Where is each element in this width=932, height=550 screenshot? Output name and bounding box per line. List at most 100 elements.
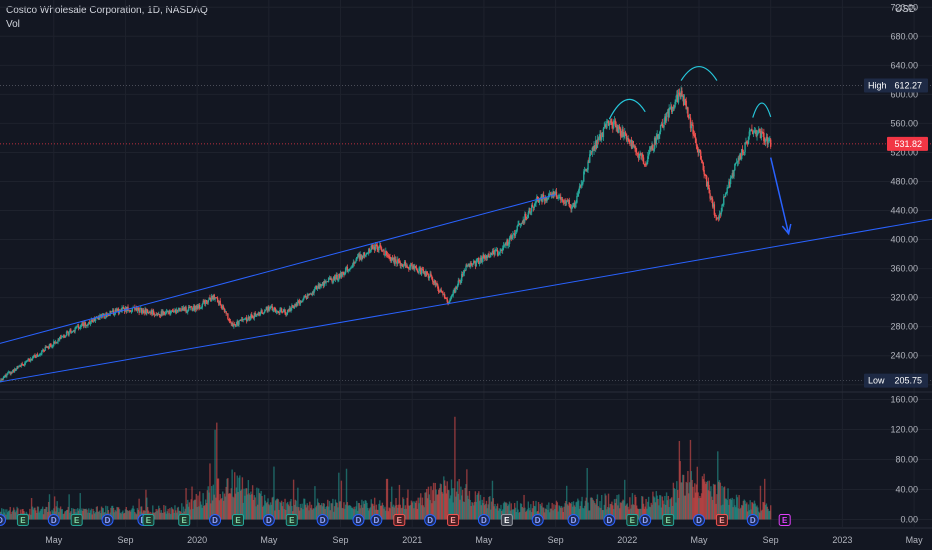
volume-bar — [437, 494, 439, 520]
head-arc[interactable] — [680, 65, 718, 81]
volume-bar — [209, 463, 211, 520]
volume-bar — [507, 506, 509, 520]
candle-body — [480, 257, 483, 263]
candle-body — [11, 372, 13, 373]
dividend-event-icon[interactable]: D — [693, 514, 705, 526]
candle-body — [344, 273, 346, 276]
candle-body — [713, 204, 716, 215]
dividend-event-icon[interactable]: D — [477, 514, 490, 526]
events-row[interactable]: DEDEDDEEDEDEDDDEDEDEDDDEDEDEDE — [0, 514, 791, 526]
volume-bar — [535, 500, 537, 520]
candle-body — [560, 199, 563, 200]
dividend-event-icon[interactable]: D — [370, 514, 383, 526]
volume-bar — [254, 497, 256, 520]
candle-body — [227, 313, 229, 319]
volume-bar — [445, 493, 448, 520]
dividend-event-icon[interactable]: D — [746, 514, 759, 526]
earnings-event-icon[interactable]: E — [70, 514, 83, 526]
volume-bar — [53, 508, 55, 520]
earnings-event-icon[interactable]: E — [447, 514, 460, 526]
drawings[interactable] — [0, 65, 932, 383]
volume-bar — [217, 478, 220, 520]
dividend-marker-label: D — [0, 516, 3, 525]
time-axis[interactable]: May Sep 2020 May Sep 2021 May Sep 2022 May Sep 2023… — [0, 527, 932, 545]
volume-bar — [516, 500, 518, 520]
dividend-event-icon[interactable]: D — [603, 514, 616, 526]
dividend-event-icon[interactable]: D — [567, 514, 580, 526]
earnings-event-icon[interactable]: E — [500, 514, 513, 526]
volume-bar — [253, 495, 256, 520]
volume-bar — [478, 491, 480, 520]
earnings-marker — [500, 514, 513, 526]
projection-arrowhead[interactable] — [781, 223, 792, 236]
candle-body — [339, 272, 342, 278]
earnings-marker — [778, 514, 791, 526]
candle-body — [614, 120, 617, 126]
time-tick-label: May — [260, 535, 278, 545]
earnings-event-icon[interactable]: E — [285, 514, 298, 526]
volume-bar — [410, 500, 413, 520]
candle-body — [723, 196, 725, 205]
dividend-event-icon[interactable]: D — [47, 514, 60, 526]
candle-body — [318, 284, 320, 289]
dividend-marker — [639, 514, 652, 526]
dividend-event-icon[interactable]: D — [639, 514, 652, 526]
candle-body — [705, 174, 707, 177]
volume-bar — [176, 507, 179, 520]
right-shoulder-arc[interactable] — [752, 102, 772, 118]
dividend-event-icon[interactable]: D — [262, 514, 275, 526]
earnings-event-icon[interactable]: E — [232, 514, 244, 526]
left-shoulder-arc[interactable] — [608, 99, 646, 120]
dividend-marker-label: D — [696, 516, 702, 525]
candle-body — [590, 151, 593, 153]
candle-body — [573, 203, 576, 208]
earnings-event-icon[interactable]: E — [715, 514, 728, 526]
candle-body — [558, 197, 560, 199]
volume-bar — [529, 510, 531, 520]
dividend-event-icon[interactable]: D — [352, 514, 365, 526]
earnings-event-icon[interactable]: E — [662, 514, 675, 526]
candle-body — [276, 311, 279, 312]
dividend-event-icon[interactable]: D — [424, 514, 437, 526]
candle-body — [311, 292, 314, 295]
dividend-event-icon[interactable]: D — [101, 514, 114, 526]
symbol-title[interactable]: Costco Wholesale Corporation, 1D, NASDAQ — [6, 5, 208, 16]
earnings-event-icon[interactable]: E — [178, 514, 191, 526]
candle-body — [601, 132, 604, 137]
candle-body — [70, 332, 73, 333]
earnings-event-icon[interactable]: E — [626, 514, 639, 526]
volume-bar — [655, 491, 658, 520]
projection-arrow[interactable] — [769, 157, 790, 234]
volume-indicator-label[interactable]: Vol — [6, 19, 20, 30]
volume-bar — [386, 478, 389, 520]
earnings-event-icon[interactable]: E — [393, 514, 406, 526]
volume-bar — [581, 496, 583, 520]
volume-bar — [602, 510, 605, 520]
channel-upper-line[interactable] — [0, 194, 556, 344]
dividend-event-icon[interactable]: D — [316, 514, 329, 526]
dividend-event-icon[interactable]: D — [531, 514, 544, 526]
volume-bar — [760, 510, 763, 520]
candle-body — [566, 200, 569, 202]
channel-lower-line[interactable] — [0, 218, 932, 383]
earnings-event-icon[interactable]: E — [142, 514, 155, 526]
candle-body — [499, 250, 501, 253]
candle-body — [603, 126, 605, 129]
candle-body — [383, 250, 385, 255]
volume-bar — [140, 506, 142, 520]
candle-body — [635, 151, 638, 154]
earnings-event-icon[interactable]: E — [778, 514, 791, 526]
dividend-event-icon[interactable]: D — [209, 514, 222, 526]
candle-body — [300, 300, 302, 303]
dividend-marker — [0, 514, 6, 526]
volume-bar — [549, 508, 552, 520]
volume-bar — [66, 509, 69, 520]
volume-bar — [7, 510, 10, 520]
volume-bar — [286, 503, 288, 520]
earnings-event-icon[interactable]: E — [16, 514, 29, 526]
volume-bar — [297, 487, 299, 520]
candle-body — [746, 141, 748, 143]
dividend-event-icon[interactable]: D — [0, 514, 6, 526]
